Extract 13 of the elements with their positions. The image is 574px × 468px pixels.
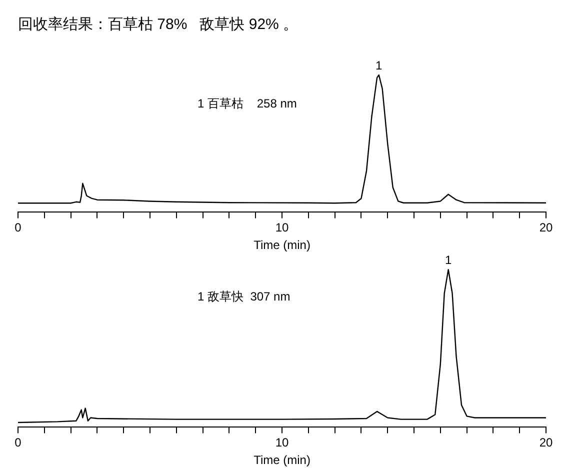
x-axis-title: Time (min): [254, 453, 310, 468]
x-tick-label: 10: [275, 220, 289, 235]
x-tick-label: 10: [275, 436, 289, 450]
annotation: 1: [444, 252, 452, 267]
annotation: 1: [376, 58, 383, 72]
x-tick-label: 0: [14, 220, 22, 235]
annotation: 1 敌草快 307 nm: [198, 289, 290, 304]
x-axis-title: Time (min): [254, 238, 310, 252]
x-tick-label: 20: [539, 220, 553, 235]
chart-title: 回收率结果：百草枯 78% 敌草快 92% 。: [18, 16, 298, 34]
x-tick-label: 0: [14, 436, 22, 450]
annotation: 1 百草枯 258 nm: [198, 96, 297, 110]
x-tick-label: 20: [539, 436, 553, 450]
